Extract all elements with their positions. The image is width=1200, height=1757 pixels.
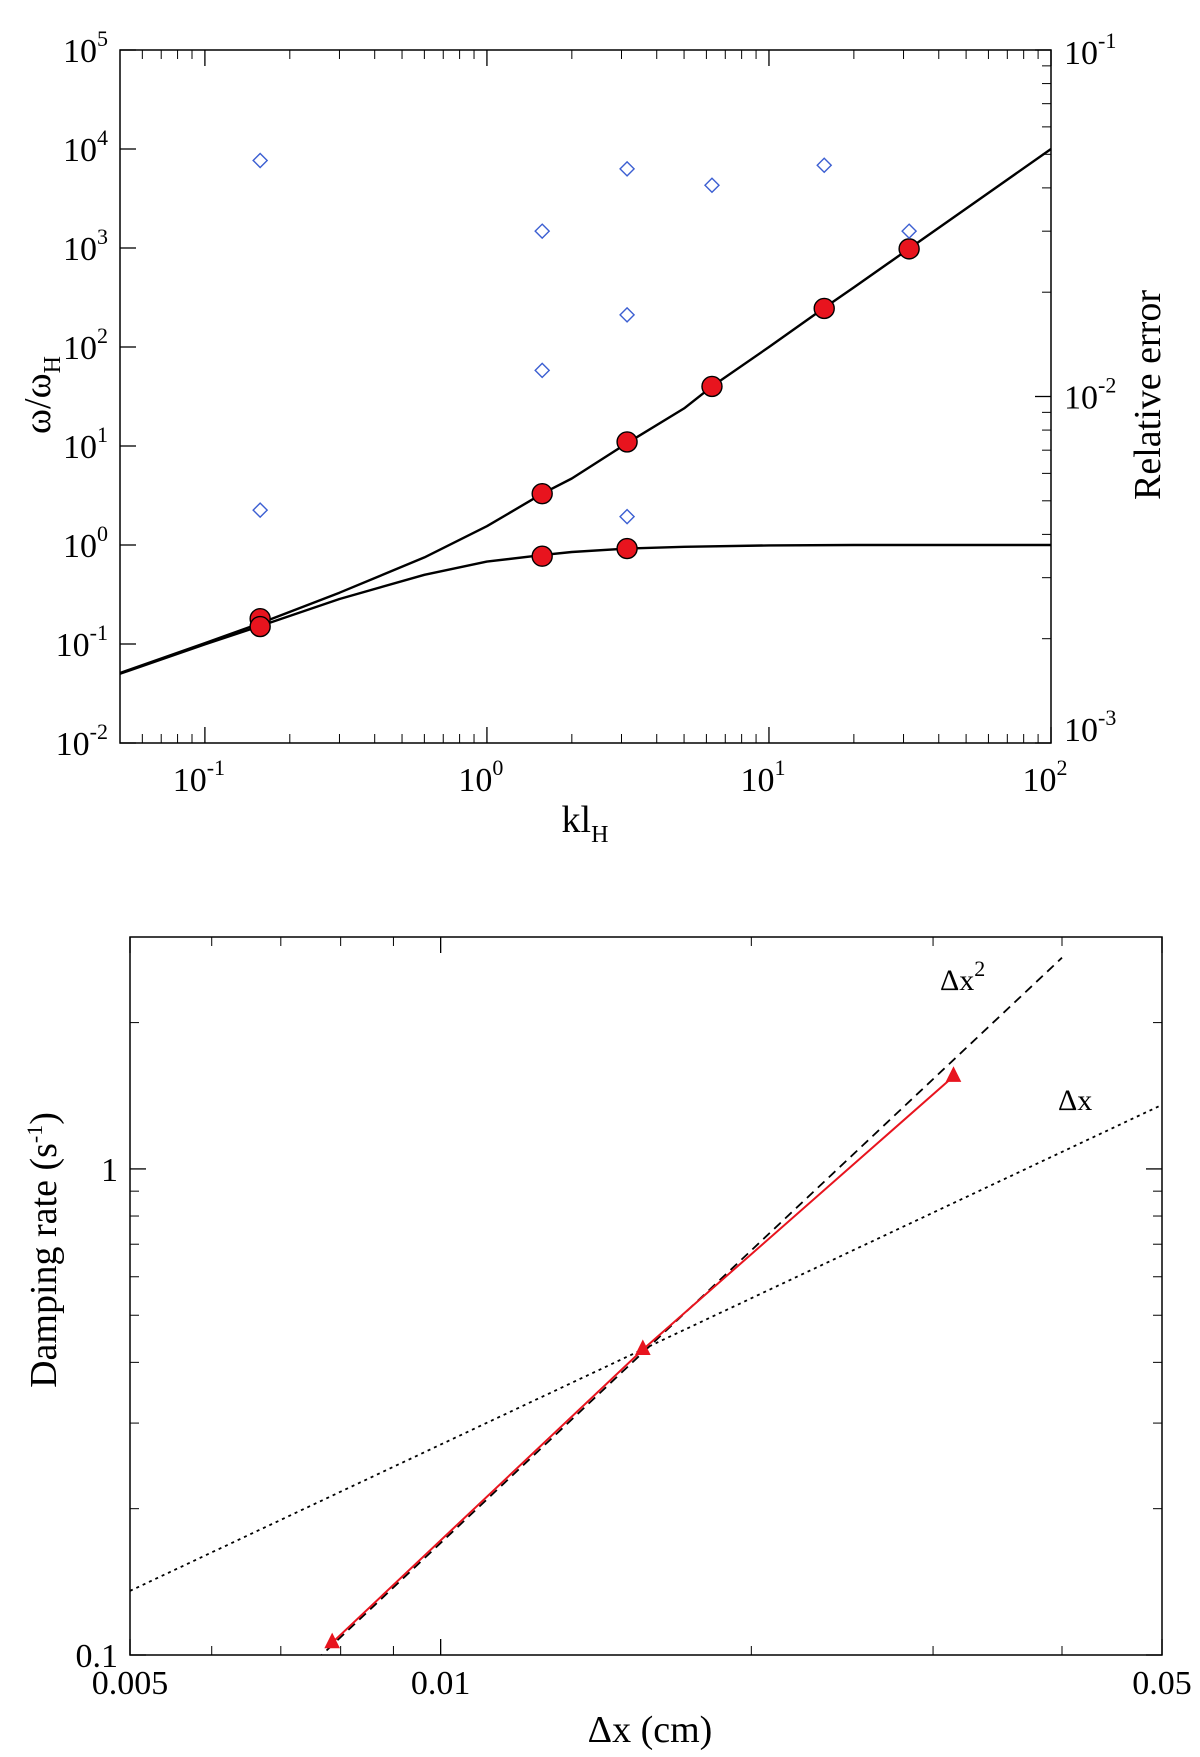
top-y-tick-label-5-exp: 3 [97,224,108,249]
top-y2-tick-label-1: 10-2 [1064,373,1116,417]
top-point-frequency [813,297,835,320]
top-point-frequency [249,615,271,638]
top-point-frequency [701,375,723,398]
top-y-tick-label-0: 10-2 [56,719,108,763]
top-x-tick-label-3-base: 10 [1023,762,1057,799]
top-y-tick-label-1-base: 10 [56,627,90,664]
top-y-tick-label-3: 101 [63,422,108,466]
top-y-tick-label-4: 102 [63,323,108,367]
top-x-tick-label-3: 102 [1023,755,1068,799]
top-y-axis-label-sub: H [40,356,66,373]
top-y-tick-label-7: 105 [63,26,108,70]
top-point-relative-error [619,508,636,525]
bottom-ref-line-dashed [320,957,1063,1655]
bottom-ref-line-dotted [130,1103,1162,1592]
top-y-tick-label-1: 10-1 [56,620,108,664]
top-y-tick-label-0-base: 10 [56,726,90,763]
top-y-tick-label-2-base: 10 [63,528,97,565]
top-point-frequency [616,431,638,453]
top-x-tick-label-1-base: 10 [458,762,492,799]
top-x-axis-label: klH [562,799,609,848]
bottom-annotation-dx2-sup: 2 [974,956,985,981]
top-y-tick-label-2: 100 [63,521,108,565]
top-point-frequency [898,238,920,260]
top-y2-tick-label-1-base: 10 [1064,380,1098,417]
top-y2-tick-label-0-base: 10 [1064,712,1098,749]
top-point-relative-error [619,160,636,177]
bottom-y-tick-label-1: 1 [101,1152,118,1189]
bottom-annotation-dx2: Δx2 [940,956,985,997]
bottom-x-tick-label-0: 0.005 [92,1665,169,1702]
top-y-tick-label-4-base: 10 [63,330,97,367]
top-point-relative-error [534,223,551,240]
top-y-axis-label-base: ω/ω [17,373,59,434]
top-y2-tick-label-2-exp: -1 [1098,28,1116,53]
bottom-point-simulation [945,1066,962,1082]
top-point-relative-error [619,306,636,323]
top-y2-tick-label-0: 10-3 [1064,705,1116,749]
top-point-frequency [616,537,638,560]
top-x-tick-label-2-base: 10 [740,762,774,799]
top-chart-dispersion: 10-1 100 101 10210-210-11001011021031041051… [17,26,1169,848]
bottom-x-axis-label: Δx (cm) [588,1709,713,1751]
top-y-tick-label-5-base: 10 [63,231,97,268]
top-point-relative-error [534,362,551,379]
top-y2-tick-label-2: 10-1 [1064,28,1116,72]
top-x-axis-label-sub: H [591,822,608,848]
bottom-y-axis-label-tail: ) [23,1112,65,1125]
bottom-chart-damping-rate: 0.005 0.01 0.05 0.1 1 Δx (cm) Damping rate (s-… [22,936,1192,1751]
top-x-tick-label-2-exp: 1 [774,755,785,780]
bottom-annotation-dx: Δx [1058,1084,1092,1117]
top-y-tick-label-6: 104 [63,125,108,169]
top-x-tick-label-0: 10-1 [173,755,225,799]
top-y-tick-label-6-exp: 4 [97,125,108,150]
top-y-tick-label-4-exp: 2 [97,323,108,348]
top-x-tick-label-1: 100 [458,755,503,799]
top-series-line-1 [119,543,1051,675]
bottom-annotation-dx2-base: Δx [940,964,974,997]
top-y-tick-label-0-exp: -2 [90,719,108,744]
top-point-relative-error [703,177,720,194]
top-y-tick-label-7-exp: 5 [97,26,108,51]
top-point-frequency [531,545,553,567]
bottom-point-simulation [324,1632,340,1649]
top-point-frequency [531,482,553,505]
top-x-tick-label-1-exp: 0 [492,755,503,780]
top-y2-tick-label-2-base: 10 [1064,35,1098,72]
top-series-line-0 [119,148,1052,675]
top-x-tick-label-0-base: 10 [173,762,207,799]
top-y2-tick-label-0-exp: -3 [1098,705,1116,730]
bottom-x-tick-label-2: 0.05 [1132,1665,1192,1702]
top-x-tick-label-2: 101 [740,755,785,799]
top-point-relative-error [901,223,918,240]
bottom-y-axis-label-base: Damping rate (s [23,1143,65,1388]
bottom-plot-frame [129,936,1163,1656]
top-y-tick-label-7-base: 10 [63,33,97,70]
top-x-tick-label-3-exp: 2 [1057,755,1068,780]
bottom-point-simulation [635,1339,651,1356]
top-y-tick-label-2-exp: 0 [97,521,108,546]
top-y-tick-label-1-exp: -1 [90,620,108,645]
top-point-relative-error [252,152,269,169]
top-x-axis-label-base: kl [562,799,592,841]
bottom-x-tick-label-1: 0.01 [411,1665,471,1702]
top-y-tick-label-3-exp: 1 [97,422,108,447]
top-point-relative-error [816,157,833,174]
bottom-y-axis-label: Damping rate (s-1) [22,1112,65,1388]
top-x-tick-label-0-exp: -1 [207,755,225,780]
top-y2-axis-label: Relative error [1127,290,1169,500]
bottom-clipped-lines [130,957,1162,1655]
bottom-y-axis-label-sup: -1 [22,1125,47,1143]
bottom-y-tick-label-0: 0.1 [76,1638,119,1675]
top-y-tick-label-6-base: 10 [63,132,97,169]
top-y2-tick-label-1-exp: -2 [1098,373,1116,398]
top-y-axis-label: ω/ωH [17,356,66,434]
top-y-tick-label-3-base: 10 [63,429,97,466]
top-y-tick-label-5: 103 [63,224,108,268]
top-point-relative-error [252,502,269,519]
